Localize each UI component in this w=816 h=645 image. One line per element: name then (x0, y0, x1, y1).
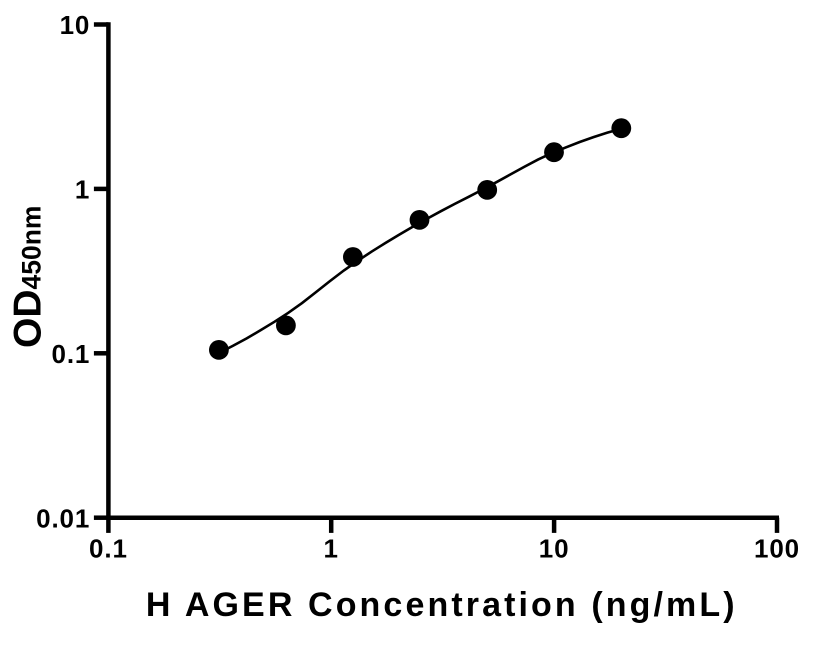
svg-text:1: 1 (75, 175, 90, 205)
svg-text:H AGER Concentration (ng/mL): H AGER Concentration (ng/mL) (146, 586, 738, 624)
svg-text:0.01: 0.01 (36, 503, 90, 533)
svg-text:100: 100 (754, 533, 800, 563)
svg-text:10: 10 (539, 533, 570, 563)
svg-text:1: 1 (324, 533, 339, 563)
svg-text:0.1: 0.1 (51, 339, 90, 369)
svg-text:0.1: 0.1 (89, 533, 128, 563)
svg-text:10: 10 (60, 10, 91, 40)
